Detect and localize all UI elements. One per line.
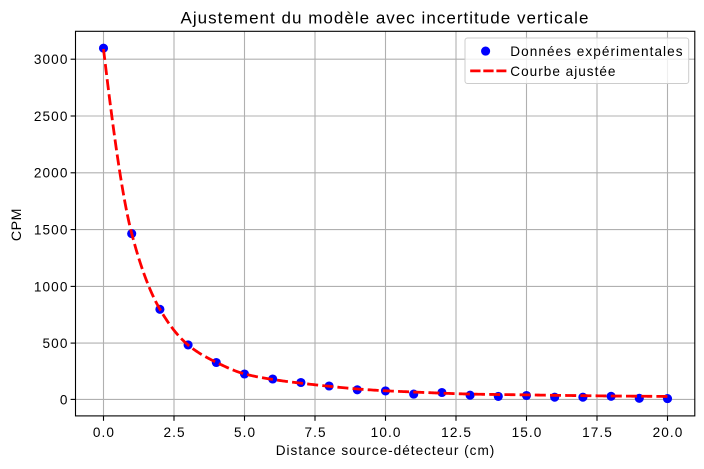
svg-text:0: 0 <box>60 392 69 407</box>
svg-text:17.5: 17.5 <box>582 425 613 440</box>
svg-text:Ajustement du modèle avec ince: Ajustement du modèle avec incertitude ve… <box>181 8 590 27</box>
svg-text:2500: 2500 <box>34 109 69 124</box>
svg-text:1500: 1500 <box>34 223 69 238</box>
svg-text:2.5: 2.5 <box>163 425 185 440</box>
svg-text:Courbe ajustée: Courbe ajustée <box>510 64 616 79</box>
svg-text:10.0: 10.0 <box>371 425 402 440</box>
svg-text:Distance source-détecteur (cm): Distance source-détecteur (cm) <box>276 443 496 458</box>
svg-text:12.5: 12.5 <box>441 425 472 440</box>
svg-text:Données expérimentales: Données expérimentales <box>510 44 683 59</box>
svg-text:3000: 3000 <box>34 52 69 67</box>
svg-text:CPM: CPM <box>9 208 25 241</box>
svg-text:20.0: 20.0 <box>653 425 684 440</box>
svg-text:5.0: 5.0 <box>234 425 256 440</box>
svg-text:15.0: 15.0 <box>512 425 543 440</box>
svg-text:1000: 1000 <box>34 279 69 294</box>
svg-text:0.0: 0.0 <box>93 425 115 440</box>
svg-text:2000: 2000 <box>34 166 69 181</box>
svg-text:7.5: 7.5 <box>304 425 326 440</box>
svg-text:500: 500 <box>43 336 69 351</box>
